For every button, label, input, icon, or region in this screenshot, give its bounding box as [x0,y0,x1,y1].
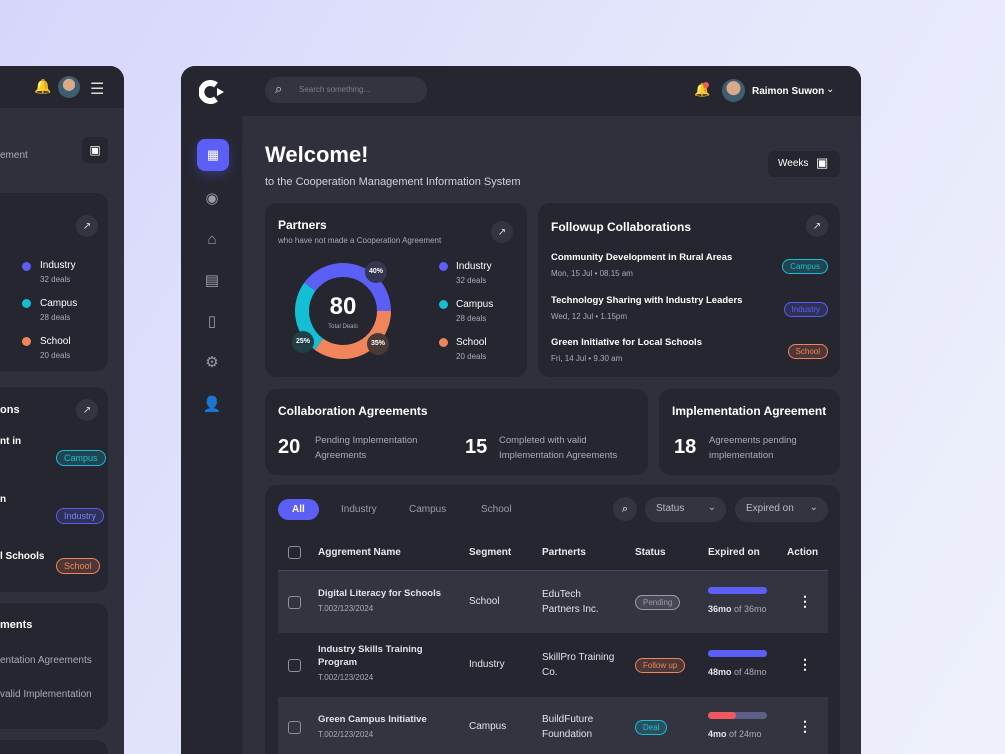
sidebar-list-icon[interactable]: ▤ [204,272,220,289]
menu-icon[interactable]: ☰ [90,81,105,98]
app-logo[interactable] [198,80,225,104]
sidebar-profile-icon[interactable]: ◉ [205,190,219,207]
followup-tag: Industry [783,301,828,317]
avatar[interactable] [722,79,745,102]
avatar[interactable] [58,76,80,98]
more-actions-icon[interactable]: ⋮ [798,593,812,609]
sidebar-user-icon[interactable]: 👤 [202,396,222,413]
legend-deals: 32 deals [456,276,487,285]
followup-date: Fri, 14 Jul • 9.30 am [551,354,623,363]
legend-dot [439,262,448,271]
followup-card: Followup Collaborations ↗ Community Deve… [538,203,840,377]
followup-title[interactable]: Technology Sharing with Industry Leaders [551,294,743,306]
partner: SkillPro Training Co. [542,652,615,678]
segment: School [469,596,500,607]
calendar-icon: ▣ [816,155,829,170]
segment: Industry [469,659,505,670]
tab-school[interactable]: School [481,504,512,515]
table-row[interactable] [278,697,828,754]
table-row[interactable] [278,571,828,633]
badge-campus-percent: 25% [292,331,314,353]
search-icon: ⌕ [275,81,283,96]
tab-industry[interactable]: Industry [341,504,377,515]
badge-school-percent: 35% [367,333,389,355]
expand-arrow-icon[interactable]: ↗ [806,215,828,237]
segment: Campus [469,721,507,732]
tab-all[interactable]: All [278,499,319,520]
select-all-checkbox[interactable] [288,546,301,559]
mobile-preview: 🔔 ☰ ement ▣ ↗ Industry 32 deals Campus 28 … [0,66,124,754]
row-checkbox[interactable] [288,721,301,734]
agreement-name[interactable]: Digital Literacy for Schools T.002/123/20… [318,588,441,613]
legend-label: Industry [456,261,492,272]
row-checkbox[interactable] [288,659,301,672]
expand-arrow-icon[interactable]: ↗ [491,221,513,243]
bell-icon[interactable]: 🔔 [34,78,52,94]
mobile-partners-card: ↗ Industry 32 deals Campus 28 deals School… [0,193,108,371]
legend-dot [439,338,448,347]
partners-card: Partners who have not made a Cooperation… [265,203,527,377]
search-input[interactable]: ⌕ Search something... [265,77,427,103]
legend-label: Campus [456,299,494,310]
followup-date: Mon, 15 Jul • 08.15 am [551,269,633,278]
legend-deals: 28 deals [456,314,487,323]
status-filter[interactable]: Status ⌄ [645,497,726,522]
status-badge: Deal [635,720,668,735]
expiry-progress-bar [708,712,767,719]
legend-dot [439,300,448,309]
row-checkbox[interactable] [288,596,301,609]
partner: BuildFuture Foundation [542,714,594,740]
table-search-button[interactable]: ⌕ [613,497,637,521]
page-title: Welcome! [265,142,369,167]
partner: EduTech Partners Inc. [542,589,599,615]
page-subtitle: to the Cooperation Management Informatio… [265,176,521,188]
more-actions-icon[interactable]: ⋮ [798,718,812,734]
followup-tag: School [787,344,828,359]
expiry-progress-bar [708,587,767,594]
mobile-collab-card: ments entation Agreements valid Implemen… [0,603,108,729]
sidebar-store-icon[interactable]: ⌂ [207,230,217,248]
followup-title[interactable]: Community Development in Rural Areas [551,252,733,263]
notification-bell-icon[interactable]: 🔔 [694,82,711,97]
expiry-text: 48mo of 48mo [708,667,767,677]
expiry-text: 36mo of 36mo [708,604,767,614]
badge-industry-percent: 40% [365,261,387,283]
more-actions-icon[interactable]: ⋮ [798,656,812,672]
sidebar-dashboard[interactable]: ▦ [197,139,229,171]
expiry-text: 4mo of 24mo [708,729,762,739]
followup-date: Wed, 12 Jul • 1.15pm [551,311,628,321]
sidebar [181,116,243,754]
arrow-icon[interactable]: ↗ [76,215,98,237]
chevron-down-icon[interactable]: ⌄ [826,84,835,95]
legend-label: School [456,337,487,348]
expiry-progress-bar [708,650,767,657]
agreement-name[interactable]: Green Campus Initiative T.002/123/2024 [318,714,427,739]
sidebar-settings-icon[interactable]: ⚙ [205,354,219,371]
tab-campus[interactable]: Campus [409,504,447,515]
expired-filter[interactable]: Expired on ⌄ [735,497,828,522]
sidebar-document-icon[interactable]: ▯ [207,313,217,330]
agreement-name[interactable]: Industry Skills Training Program T.002/12… [318,644,423,682]
followup-title[interactable]: Green Initiative for Local Schools [551,337,702,348]
arrow-icon[interactable]: ↗ [76,399,98,421]
implementation-agreement-card: Implementation Agreement 18 Agreements p… [659,389,840,475]
calendar-button[interactable]: ▣ [82,137,108,163]
mobile-followup-card: ons ↗ nt in Campus n Industry l Schools … [0,387,108,592]
collaboration-agreements-card: Collaboration Agreements 20 Pending Impl… [265,389,648,475]
user-name[interactable]: Raimon Suwon [752,86,825,97]
status-badge: Follow up [635,658,686,673]
legend-deals: 20 deals [456,352,487,361]
status-badge: Pending [635,595,681,610]
followup-tag: Campus [782,259,828,274]
subtitle-fragment: ement [0,150,28,161]
weeks-button[interactable]: Weeks ▣ [768,151,840,177]
